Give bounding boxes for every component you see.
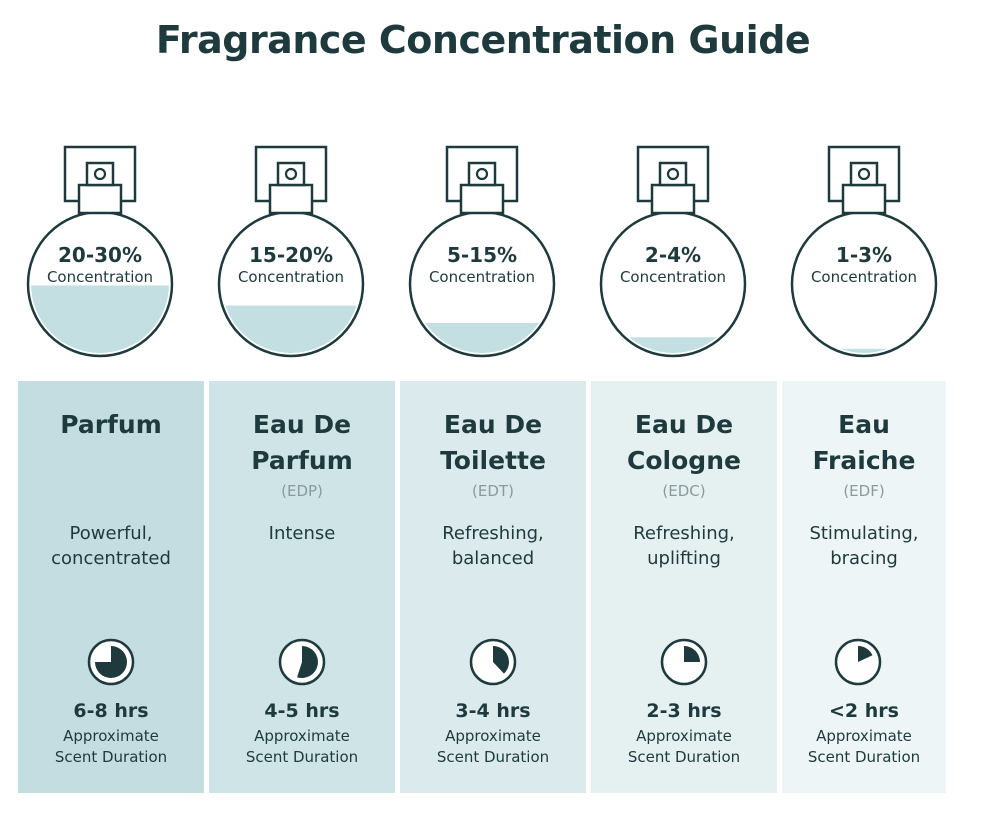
sprayer-nozzle — [93, 167, 107, 181]
panel-eau-de-toilette: Eau De Toilette (EDT) Refreshing, balanc… — [400, 381, 586, 793]
clock-fill — [858, 646, 873, 662]
concentration-percent: 1-3% — [835, 243, 893, 267]
bottle-parfum: 20-30% Concentration — [16, 145, 184, 360]
bottle-eau-fraiche: 1-3% Concentration — [780, 145, 948, 360]
fragrance-name: Eau De Cologne — [627, 410, 741, 475]
scent-duration: 6-8 hrs — [73, 700, 149, 722]
concentration-label: Concentration — [46, 268, 154, 286]
concentration-percent: 15-20% — [248, 243, 333, 267]
fragrance-description: Refreshing, balanced — [442, 523, 544, 569]
bottle-sprayer — [849, 161, 879, 187]
clock-icon — [87, 638, 135, 686]
duration-label: Approximate Scent Duration — [54, 727, 168, 766]
clock-fill — [297, 646, 318, 678]
clock-icon — [278, 638, 326, 686]
clock-icon — [469, 638, 517, 686]
liquid-level — [413, 322, 551, 353]
duration-label: Approximate Scent Duration — [627, 727, 741, 766]
bottle-icon — [217, 145, 365, 358]
liquid-level — [604, 337, 742, 353]
clock-fill — [95, 646, 127, 678]
bottle-icon — [599, 145, 747, 358]
fragrance-description: Stimulating, bracing — [809, 523, 919, 569]
fragrance-name: Eau De Parfum — [251, 410, 353, 475]
bottle-eau-de-toilette: 5-15% Concentration — [398, 145, 566, 360]
liquid-level — [31, 285, 169, 353]
fragrance-abbreviation: (EDF) — [843, 482, 885, 500]
fragrance-abbreviation: (EDP) — [281, 482, 323, 500]
clock-fill — [493, 646, 509, 674]
bottle-sprayer — [658, 161, 688, 187]
concentration-label: Concentration — [810, 268, 918, 286]
fragrance-description: Intense — [268, 523, 336, 544]
bottle-neck — [841, 183, 887, 215]
concentration-percent: 2-4% — [644, 243, 702, 267]
bottle-sprayer — [467, 161, 497, 187]
scent-duration: 3-4 hrs — [455, 700, 531, 722]
duration-label: Approximate Scent Duration — [807, 727, 921, 766]
concentration-label: Concentration — [428, 268, 536, 286]
bottle-eau-de-parfum: 15-20% Concentration — [207, 145, 375, 360]
concentration-percent: 20-30% — [57, 243, 142, 267]
bottle-neck — [77, 183, 123, 215]
fragrance-name: Eau Fraiche — [812, 410, 916, 475]
fragrance-abbreviation: (EDT) — [472, 482, 514, 500]
duration-label: Approximate Scent Duration — [436, 727, 550, 766]
clock-fill — [684, 646, 700, 662]
scent-duration: 2-3 hrs — [646, 700, 722, 722]
bottle-neck — [268, 183, 314, 215]
fragrance-description: Refreshing, uplifting — [633, 523, 735, 569]
bottle-neck — [650, 183, 696, 215]
bottle-neck — [459, 183, 505, 215]
page-title: Fragrance Concentration Guide — [155, 18, 811, 62]
bottle-icon — [26, 145, 174, 358]
bottle-row: 20-30% Concentration 15-20% Concentratio… — [0, 0, 1002, 380]
bottle-icon — [790, 145, 938, 358]
clock-icon — [660, 638, 708, 686]
sprayer-nozzle — [475, 167, 489, 181]
scent-duration: <2 hrs — [829, 700, 899, 722]
scent-duration: 4-5 hrs — [264, 700, 340, 722]
liquid-level — [222, 305, 360, 353]
sprayer-nozzle — [284, 167, 298, 181]
concentration-percent: 5-15% — [446, 243, 518, 267]
bottle-sprayer — [85, 161, 115, 187]
bottle-sprayer — [276, 161, 306, 187]
liquid-level — [795, 348, 933, 353]
panel-eau-de-cologne: Eau De Cologne (EDC) Refreshing, uplifti… — [591, 381, 777, 793]
sprayer-nozzle — [857, 167, 871, 181]
sprayer-nozzle — [666, 167, 680, 181]
fragrance-name: Eau De Toilette — [440, 410, 546, 475]
fragrance-description: Powerful, concentrated — [51, 523, 171, 569]
duration-label: Approximate Scent Duration — [245, 727, 359, 766]
clock-icon — [834, 638, 882, 686]
fragrance-abbreviation: (EDC) — [662, 482, 706, 500]
bottle-icon — [408, 145, 556, 358]
fragrance-name: Parfum — [60, 410, 162, 439]
panel-eau-fraiche: Eau Fraiche (EDF) Stimulating, bracing <… — [782, 381, 946, 793]
concentration-label: Concentration — [619, 268, 727, 286]
panel-eau-de-parfum: Eau De Parfum (EDP) Intense 4-5 hrs Appr… — [209, 381, 395, 793]
panel-parfum: Parfum Powerful, concentrated 6-8 hrs Ap… — [18, 381, 204, 793]
concentration-label: Concentration — [237, 268, 345, 286]
bottle-eau-de-cologne: 2-4% Concentration — [589, 145, 757, 360]
